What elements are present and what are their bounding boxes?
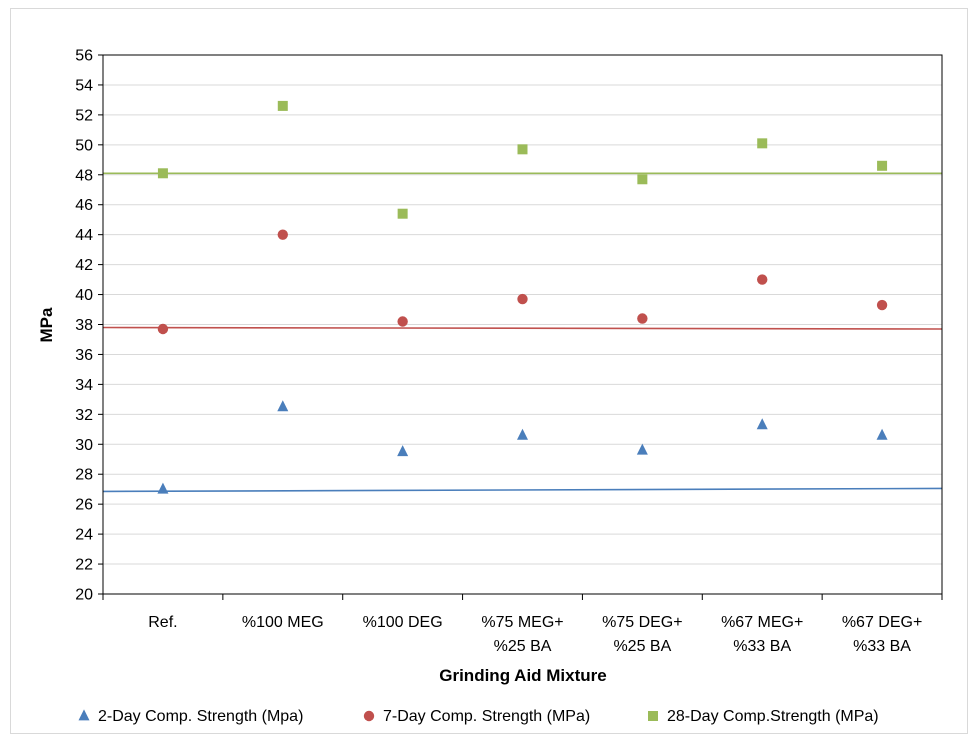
data-point <box>757 138 768 149</box>
y-tick-label: 34 <box>75 377 93 394</box>
legend-label: 7-Day Comp. Strength (MPa) <box>383 708 590 725</box>
x-tick-label: %100 DEG <box>363 614 443 631</box>
x-axis-ticks: Ref. %100 MEG %100 DEG %75 MEG+ %25 BA %75 DE… <box>102 594 943 655</box>
data-point <box>277 229 288 240</box>
chart-frame <box>10 8 968 734</box>
data-point <box>517 144 528 155</box>
data-point <box>397 208 408 219</box>
data-point <box>517 293 528 305</box>
legend-marker <box>78 709 90 721</box>
y-tick-label: 32 <box>75 407 93 424</box>
data-point <box>157 168 168 179</box>
y-tick-label: 42 <box>75 257 93 274</box>
data-point <box>637 313 648 324</box>
data-point <box>277 100 288 111</box>
y-gridlines <box>103 54 942 595</box>
data-point <box>637 174 648 185</box>
x-tick-label: %75 MEG+ <box>481 614 563 631</box>
y-tick-label: 52 <box>75 107 93 124</box>
trendlines <box>102 172 943 493</box>
data-point <box>397 445 409 457</box>
data-point <box>756 418 768 430</box>
legend-marker <box>363 710 375 722</box>
data-point <box>876 299 888 311</box>
y-tick-label: 20 <box>75 587 93 604</box>
x-tick-label: %67 DEG+ <box>842 614 922 631</box>
legend-marker <box>648 711 658 721</box>
data-point <box>277 400 289 412</box>
x-axis-title: Grinding Aid Mixture <box>439 666 606 685</box>
x-tick-label: %100 MEG <box>242 614 324 631</box>
legend: 2-Day Comp. Strength (Mpa) 7-Day Comp. St… <box>78 708 879 725</box>
y-tick-label: 44 <box>75 227 93 244</box>
trendline <box>102 326 943 330</box>
data-point <box>157 482 169 494</box>
y-tick-label: 40 <box>75 287 93 304</box>
x-tick-label: %25 BA <box>613 638 671 655</box>
y-tick-label: 38 <box>75 317 93 334</box>
trendline <box>102 487 943 493</box>
y-tick-label: 36 <box>75 347 93 364</box>
y-tick-label: 46 <box>75 197 93 214</box>
x-tick-label: %33 BA <box>853 638 911 655</box>
y-tick-label: 30 <box>75 437 93 454</box>
y-tick-label: 50 <box>75 137 93 154</box>
y-tick-label: 56 <box>75 48 93 65</box>
x-tick-label: %33 BA <box>733 638 791 655</box>
x-tick-label: %75 DEG+ <box>602 614 682 631</box>
y-axis-ticks: 20 22 24 26 28 30 32 34 36 38 40 42 44 46 48 50 52 54 56 <box>75 48 103 604</box>
y-tick-label: 24 <box>75 527 93 544</box>
y-axis-title: MPa <box>37 307 56 343</box>
legend-label: 2-Day Comp. Strength (Mpa) <box>98 708 303 725</box>
x-tick-label: %67 MEG+ <box>721 614 803 631</box>
x-tick-label: Ref. <box>148 614 177 631</box>
data-point <box>757 274 768 285</box>
data-point <box>877 160 888 171</box>
data-point <box>157 323 169 335</box>
data-point <box>397 316 408 327</box>
y-tick-label: 22 <box>75 557 93 574</box>
data-point <box>876 428 888 440</box>
y-tick-label: 48 <box>75 167 93 184</box>
data-point <box>636 443 648 455</box>
x-tick-label: %25 BA <box>494 638 552 655</box>
data-point <box>517 428 528 440</box>
y-tick-label: 26 <box>75 497 93 514</box>
y-tick-label: 54 <box>75 77 93 94</box>
legend-label: 28-Day Comp.Strength (MPa) <box>667 708 879 725</box>
y-tick-label: 28 <box>75 467 93 484</box>
data-points <box>157 100 888 494</box>
